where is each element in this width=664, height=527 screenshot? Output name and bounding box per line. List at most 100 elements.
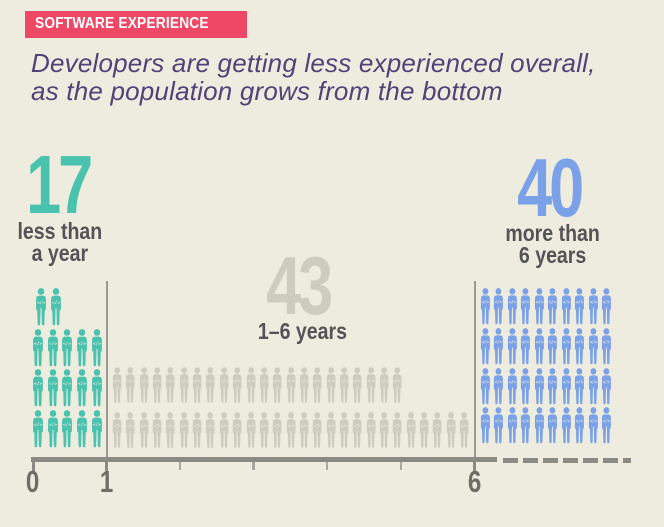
person-icon: [126, 412, 135, 448]
person-icon: [313, 367, 322, 403]
person-icon: [574, 407, 584, 444]
person-icon: [574, 327, 584, 365]
person-icon: [507, 327, 517, 365]
caption-more-than-6-years: more than 6 years: [505, 220, 601, 268]
person-icon: [152, 367, 162, 403]
person-icon: [493, 288, 503, 325]
person-icon: [588, 327, 598, 365]
person-icon: [446, 412, 456, 448]
person-icon: [273, 412, 282, 448]
person-icon: [192, 412, 202, 448]
caption-1-6-years: 1–6 years: [257, 318, 347, 344]
person-icon: [480, 288, 490, 325]
person-icon: [112, 367, 122, 403]
person-icon: [62, 409, 73, 447]
person-icon: [339, 367, 349, 403]
person-icon: [77, 369, 87, 407]
axis-tick: [325, 462, 329, 470]
person-icon: [601, 367, 611, 404]
separator-line-year-1: [105, 281, 108, 457]
person-icon: [379, 412, 389, 448]
category-badge: SOFTWARE EXPERIENCE: [25, 11, 248, 38]
category-badge-label: SOFTWARE EXPERIENCE: [35, 15, 209, 32]
person-icon: [588, 367, 598, 404]
person-icon: [534, 327, 544, 365]
person-icon: [47, 328, 58, 366]
axis-tick-label: 0: [26, 464, 40, 499]
person-icon: [480, 327, 490, 365]
person-icon: [561, 288, 571, 325]
person-icon: [192, 367, 202, 403]
axis-tick-label: 1: [99, 464, 114, 499]
axis-tick: [252, 462, 255, 470]
person-icon: [547, 327, 557, 365]
person-icon: [561, 327, 571, 365]
person-icon: [520, 407, 530, 444]
person-icon: [112, 412, 122, 448]
person-icon: [339, 412, 349, 448]
x-axis-dashed-extension: [503, 457, 631, 463]
axis-tick: [31, 462, 35, 471]
chart-title: Developers are getting less experienced …: [31, 49, 596, 105]
person-icon: [91, 409, 102, 447]
person-icon: [246, 367, 255, 403]
person-icon: [366, 367, 376, 403]
person-icon: [393, 412, 402, 448]
chart-title-line2: as the population grows from the bottom: [31, 76, 503, 106]
person-icon: [259, 412, 269, 448]
person-icon: [50, 288, 61, 326]
person-icon: [206, 367, 215, 403]
x-axis-line: [31, 457, 497, 462]
person-icon: [507, 288, 517, 325]
separator-line-year-6: [473, 281, 476, 457]
person-icon: [379, 367, 389, 403]
person-icon: [547, 288, 557, 325]
person-icon: [534, 367, 544, 404]
person-icon: [36, 288, 46, 326]
person-icon: [139, 412, 149, 448]
person-icon: [459, 412, 469, 448]
person-icon: [286, 412, 295, 448]
person-icon: [574, 367, 584, 404]
person-icon: [219, 412, 229, 448]
person-icon: [139, 367, 149, 403]
person-icon: [601, 288, 611, 325]
person-icon: [520, 327, 530, 365]
person-icon: [493, 407, 503, 444]
person-icon: [232, 412, 242, 448]
person-icon: [588, 407, 598, 444]
person-icon: [353, 412, 362, 448]
axis-tick: [473, 462, 477, 471]
person-icon: [561, 407, 571, 444]
person-icon: [62, 328, 73, 366]
axis-tick: [399, 462, 402, 470]
person-icon: [33, 409, 43, 447]
person-icon: [299, 367, 309, 403]
person-icon: [534, 288, 544, 325]
person-icon: [126, 367, 135, 403]
person-icon: [601, 407, 611, 444]
person-icon: [588, 288, 598, 325]
person-icon: [433, 412, 442, 448]
person-icon: [393, 367, 402, 403]
value-1-6-years: 43: [265, 239, 333, 332]
person-icon: [507, 367, 517, 404]
person-icon: [219, 367, 229, 403]
chart-title-line1: Developers are getting less experienced …: [31, 48, 596, 78]
person-icon: [547, 407, 557, 444]
person-icon: [179, 412, 189, 448]
person-icon: [33, 369, 43, 407]
person-icon: [493, 327, 503, 365]
person-icon: [152, 412, 162, 448]
person-icon: [406, 412, 416, 448]
person-icon: [366, 412, 376, 448]
person-icon: [246, 412, 255, 448]
person-icon: [91, 369, 102, 407]
person-icon: [493, 367, 503, 404]
person-icon: [353, 367, 362, 403]
axis-tick: [178, 462, 182, 470]
person-icon: [232, 367, 242, 403]
person-icon: [547, 367, 557, 404]
value-less-than-a-year: 17: [25, 138, 93, 231]
person-icon: [91, 328, 102, 366]
